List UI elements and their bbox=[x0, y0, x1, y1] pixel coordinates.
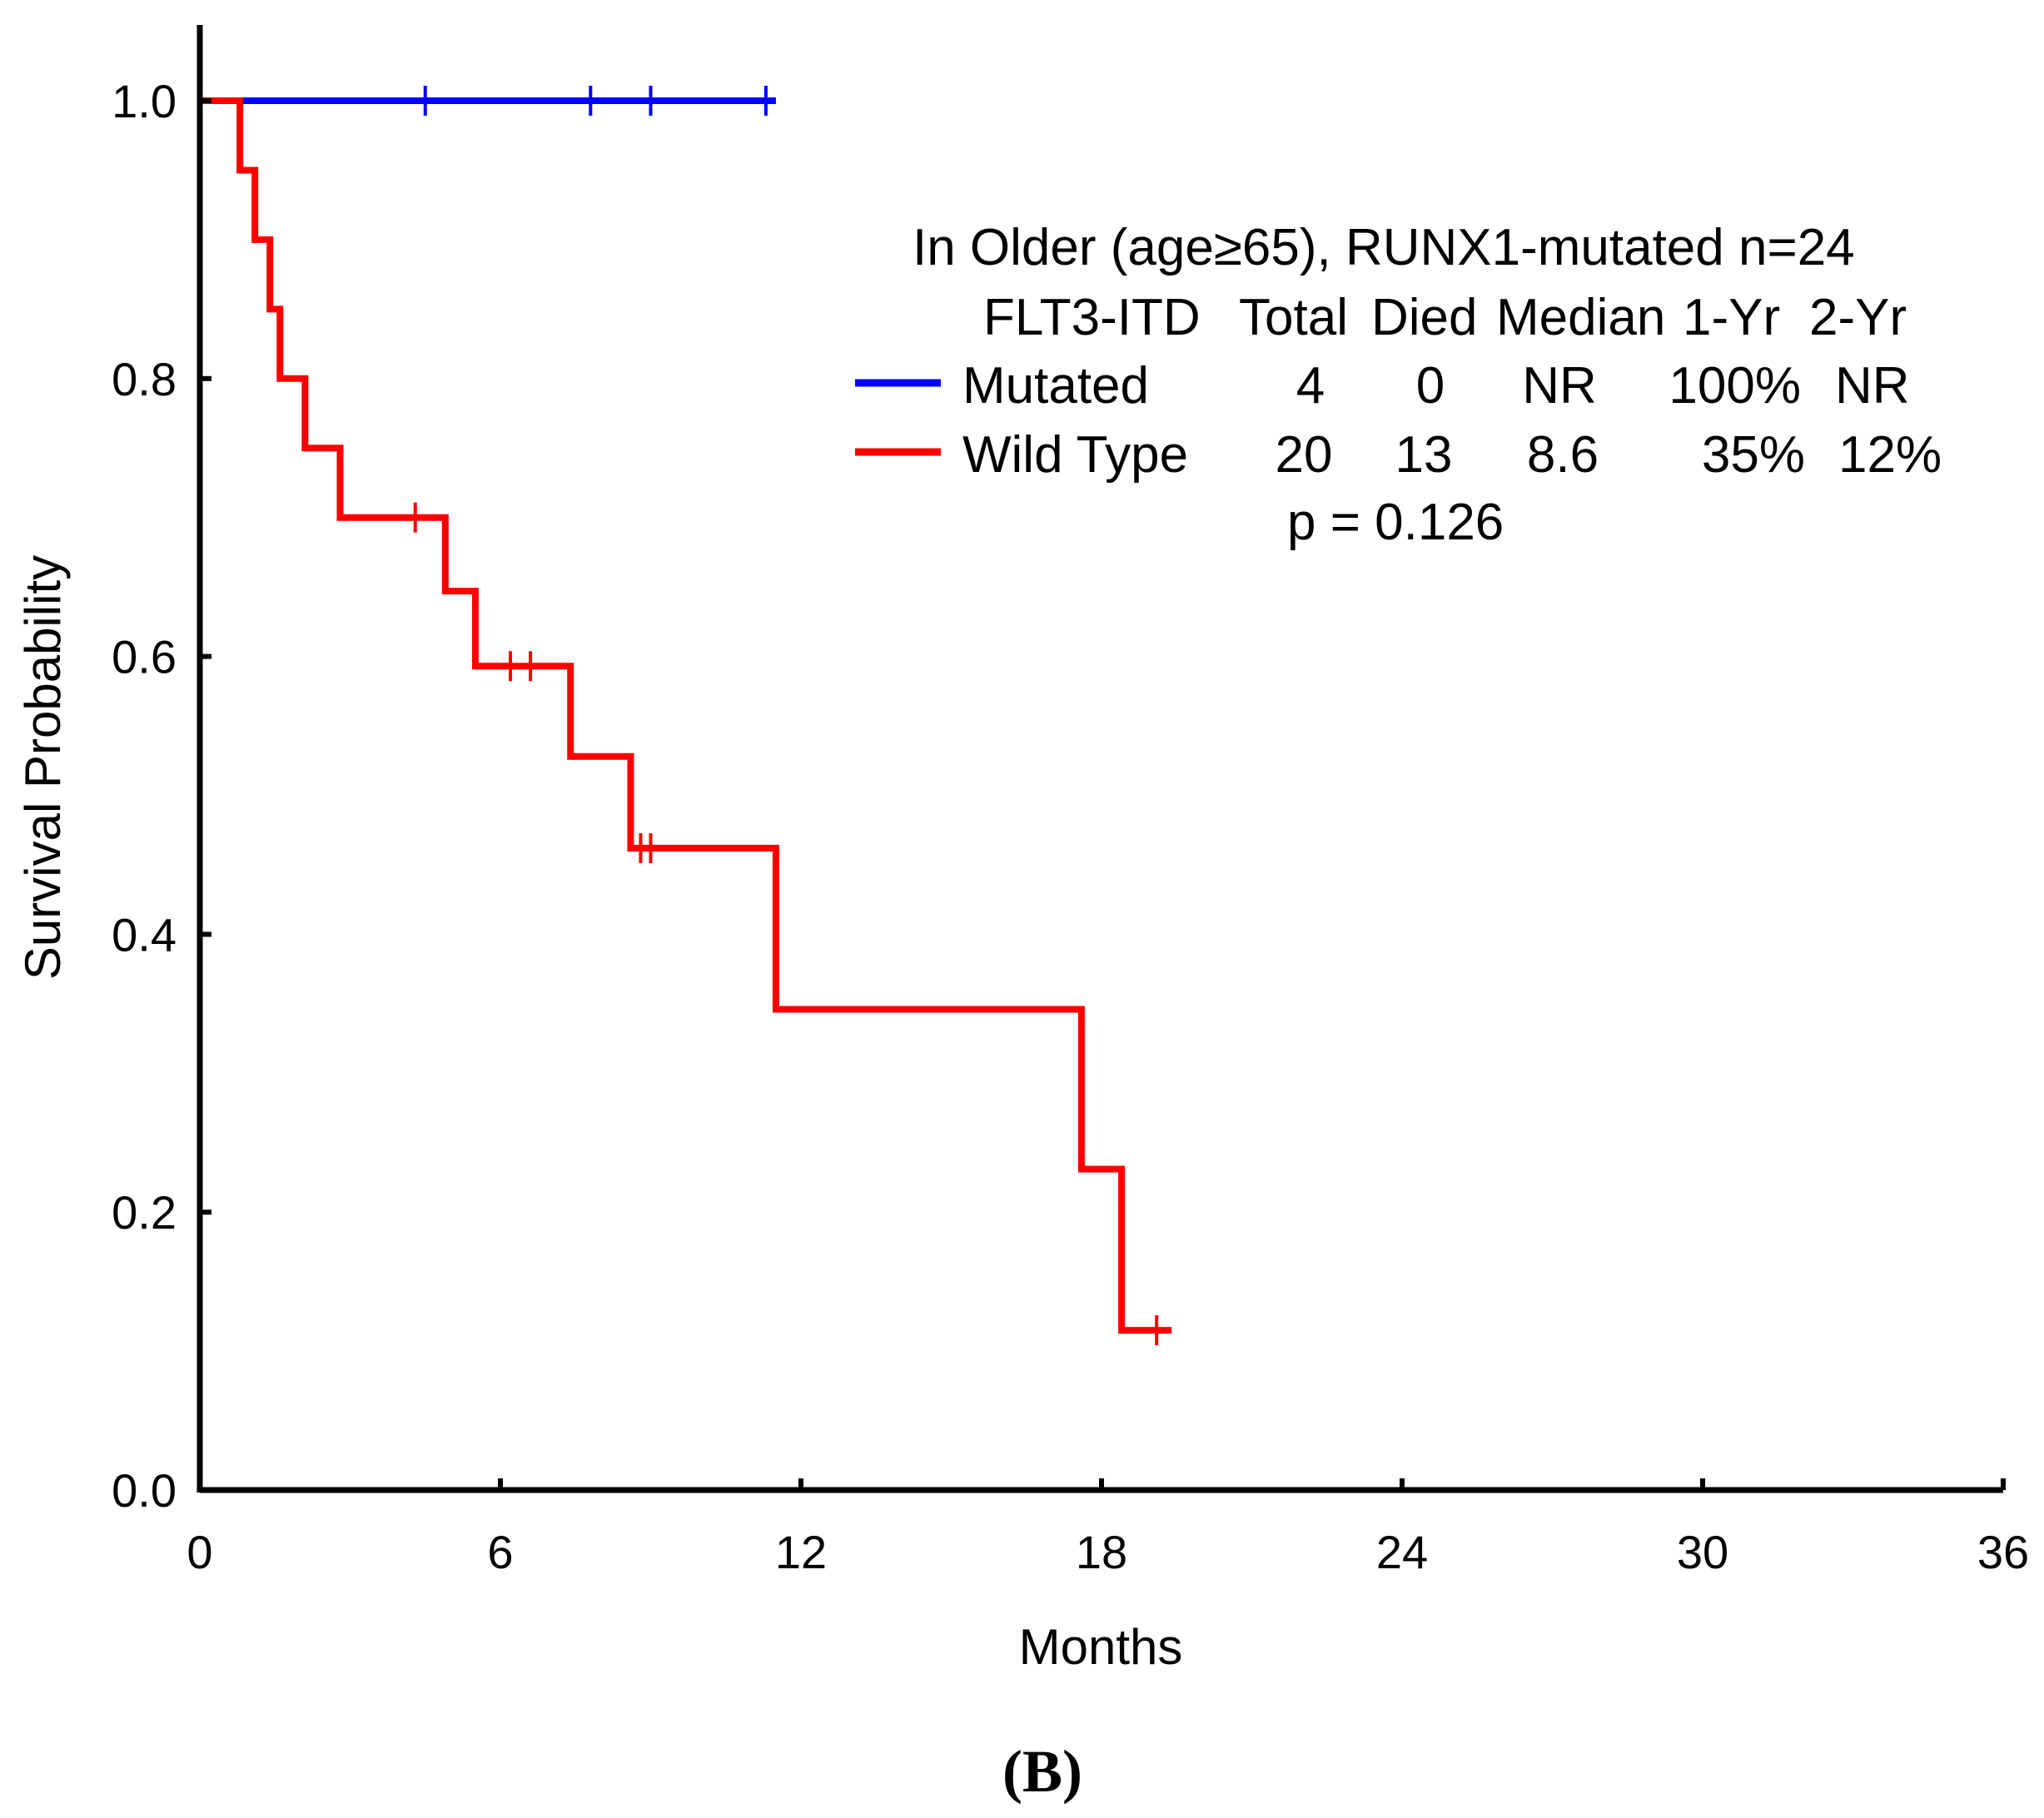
legend-header-median: Median bbox=[1496, 289, 1665, 346]
survival-curve-wild-type bbox=[200, 97, 1172, 1334]
panel-label: (B) bbox=[1002, 1738, 1082, 1805]
y-tick-label: 0.6 bbox=[112, 631, 177, 683]
legend-header-2yr: 2-Yr bbox=[1809, 289, 1907, 346]
x-tick-label: 24 bbox=[1376, 1526, 1428, 1578]
legend-row-wildtype-2yr: 12% bbox=[1838, 426, 1942, 484]
legend-row-wildtype-median: 8.6 bbox=[1527, 426, 1599, 484]
legend-row-mutated-name: Mutated bbox=[962, 357, 1149, 415]
x-tick-label: 36 bbox=[1977, 1526, 2029, 1578]
x-tick-label: 30 bbox=[1677, 1526, 1728, 1578]
legend-row-mutated-1yr: 100% bbox=[1669, 357, 1801, 415]
legend-row-wildtype-total: 20 bbox=[1276, 426, 1333, 484]
x-axis-title: Months bbox=[1019, 1619, 1183, 1675]
legend-row-mutated-2yr: NR bbox=[1835, 357, 1910, 415]
legend-header-died: Died bbox=[1371, 289, 1478, 346]
y-tick-label: 0.4 bbox=[112, 908, 177, 961]
legend-header-1yr: 1-Yr bbox=[1683, 289, 1780, 346]
x-tick-label: 6 bbox=[487, 1526, 513, 1578]
legend-title: In Older (age≥65), RUNX1-mutated n=24 bbox=[913, 219, 1855, 276]
plot-area bbox=[200, 86, 1172, 1346]
legend-row-mutated-total: 4 bbox=[1296, 357, 1325, 415]
legend-row-wildtype-1yr: 35% bbox=[1702, 426, 1805, 484]
legend-header-flt3: FLT3-ITD bbox=[983, 289, 1201, 346]
y-axis-title: Survival Probability bbox=[15, 555, 71, 980]
x-tick-label: 12 bbox=[775, 1526, 827, 1578]
x-tick-label: 18 bbox=[1076, 1526, 1127, 1578]
legend-row-wildtype-name: Wild Type bbox=[962, 426, 1188, 484]
legend: In Older (age≥65), RUNX1-mutated n=24 FL… bbox=[855, 219, 1942, 551]
y-tick-label: 0.2 bbox=[112, 1186, 177, 1239]
legend-row-mutated-median: NR bbox=[1522, 357, 1597, 415]
p-value: p = 0.126 bbox=[1287, 494, 1504, 551]
axes: 0 6 12 18 24 30 36 0.0 0.2 0.4 0.6 0.8 1.0 bbox=[112, 25, 2029, 1578]
legend-row-wildtype-died: 13 bbox=[1395, 426, 1453, 484]
y-tick-label: 0.8 bbox=[112, 353, 177, 405]
y-tick-label: 0.0 bbox=[112, 1464, 177, 1517]
legend-header-total: Total bbox=[1239, 289, 1348, 346]
legend-row-mutated-died: 0 bbox=[1416, 357, 1445, 415]
y-tick-label: 1.0 bbox=[112, 75, 177, 127]
x-tick-label: 0 bbox=[186, 1526, 212, 1578]
